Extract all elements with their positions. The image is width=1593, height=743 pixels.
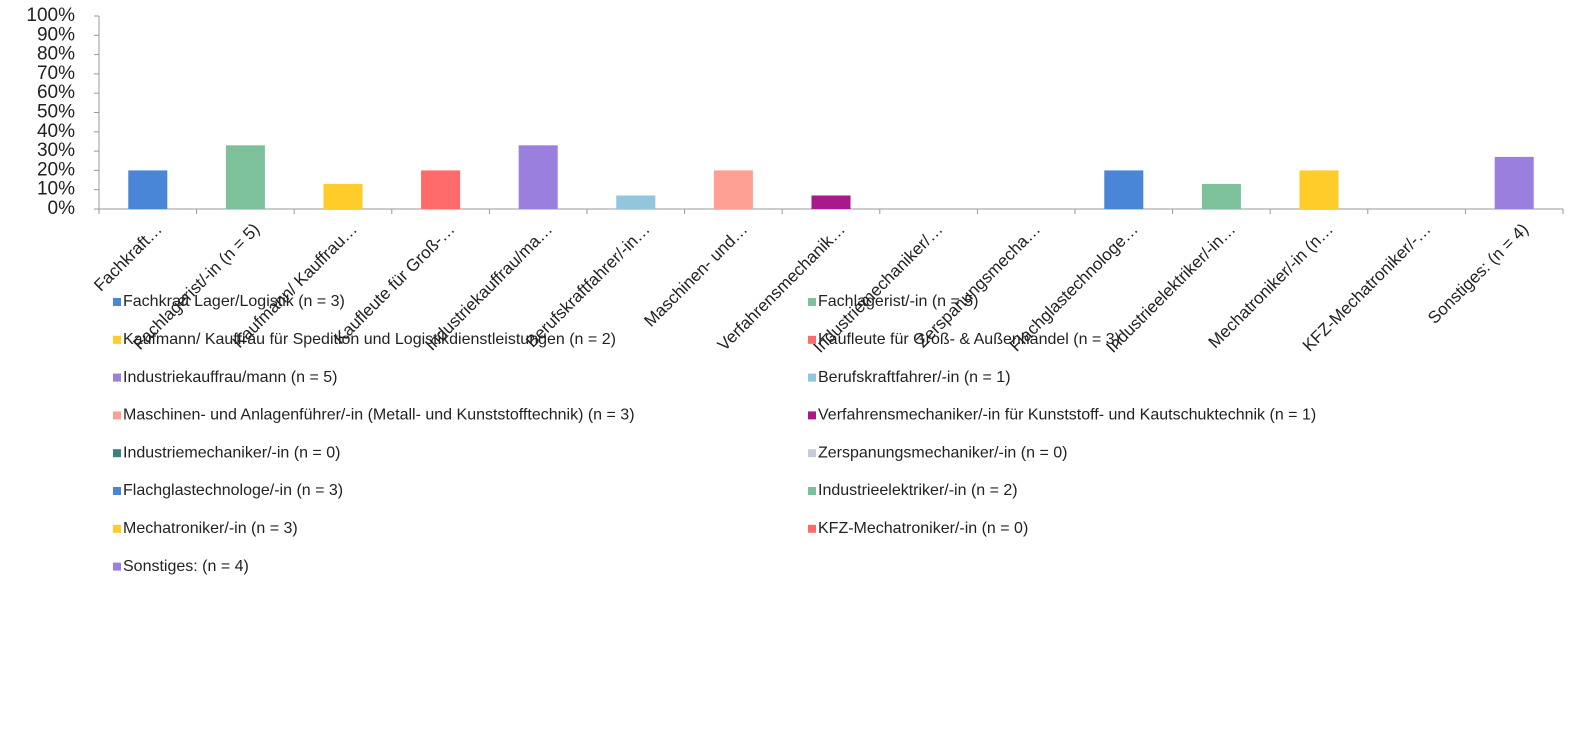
legend-swatch — [808, 335, 816, 344]
legend-swatch — [113, 449, 121, 458]
y-tick-label: 30% — [37, 140, 75, 161]
legend-swatch — [113, 487, 121, 495]
bar — [1201, 183, 1241, 209]
legend-label: Zerspanungsmechaniker/-in (n = 0) — [818, 444, 1067, 461]
legend-swatch — [808, 298, 816, 306]
legend-swatch — [113, 562, 121, 571]
legend-swatch — [808, 373, 816, 382]
y-tick-label: 10% — [37, 179, 75, 200]
legend-label: KFZ-Mechatroniker/-in (n = 0) — [818, 520, 1028, 537]
y-tick-label: 20% — [37, 159, 75, 180]
x-tick-label: Maschinen- und… — [640, 220, 751, 331]
y-tick-label: 60% — [37, 82, 75, 103]
bar — [518, 145, 558, 209]
legend-label: Verfahrensmechaniker/-in für Kunststoff-… — [818, 407, 1316, 424]
legend-swatch — [808, 449, 816, 458]
y-tick-label: 40% — [37, 121, 75, 142]
bar — [323, 183, 363, 209]
legend-label: Industrieelektriker/-in (n = 2) — [818, 482, 1018, 499]
legend-label: Fachkraft Lager/Logistik (n = 3) — [123, 293, 345, 310]
bar — [128, 170, 168, 209]
bar — [1299, 170, 1339, 209]
legend-swatch — [808, 524, 816, 533]
legend-swatch — [113, 335, 121, 344]
legend-label: Flachglastechnologe/-in (n = 3) — [123, 482, 343, 499]
legend-label: Industriemechaniker/-in (n = 0) — [123, 444, 340, 461]
y-tick-label: 80% — [37, 44, 75, 65]
bar — [1494, 156, 1534, 209]
y-tick-label: 100% — [26, 5, 75, 26]
bar — [225, 145, 265, 209]
x-tick-label: Fachkraft… — [90, 220, 166, 296]
bar — [1104, 170, 1144, 209]
legend-label: Maschinen- und Anlagenführer/-in (Metall… — [123, 407, 635, 424]
x-tick-label: Sonstiges: (n = 4) — [1424, 220, 1532, 328]
bar — [421, 170, 461, 209]
bar — [811, 195, 851, 209]
bar — [713, 170, 753, 209]
y-tick-label: 70% — [37, 63, 75, 84]
legend-swatch — [113, 373, 121, 382]
legend-label: Sonstiges: (n = 4) — [123, 558, 249, 575]
y-tick-label: 50% — [37, 102, 75, 123]
legend-label: Industriekauffrau/mann (n = 5) — [123, 369, 338, 386]
y-tick-label: 0% — [48, 198, 76, 219]
legend-swatch — [113, 298, 121, 306]
y-tick-label: 90% — [37, 24, 75, 45]
legend-label: Kaufmann/ Kauffrau für Spedition und Log… — [123, 331, 616, 348]
legend-swatch — [113, 411, 121, 420]
legend-label: Fachlagerist/-in (n = 5) — [818, 293, 979, 310]
legend-label: Mechatroniker/-in (n = 3) — [123, 520, 298, 537]
legend-label: Kaufleute für Groß- & Außenhandel (n = 3… — [818, 331, 1120, 348]
bar — [616, 195, 656, 209]
legend-swatch — [808, 487, 816, 495]
legend-label: Berufskraftfahrer/-in (n = 1) — [818, 369, 1011, 386]
legend-swatch — [808, 411, 816, 420]
legend-swatch — [113, 524, 121, 533]
